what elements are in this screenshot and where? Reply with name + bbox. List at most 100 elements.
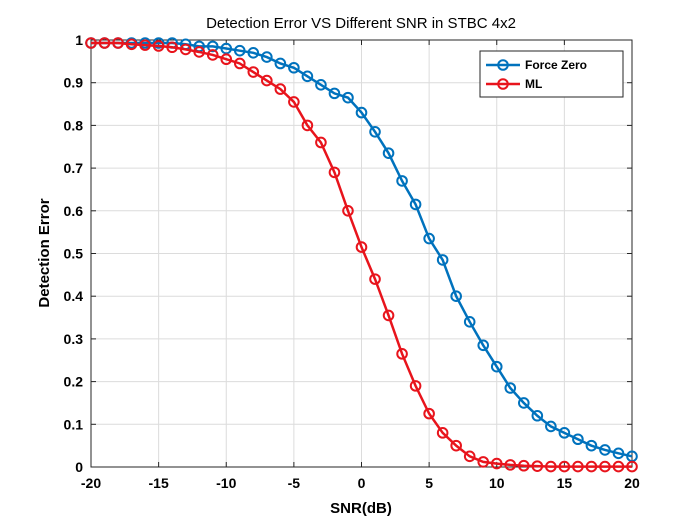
force-zero-data-point bbox=[369, 126, 381, 138]
ml-data-point bbox=[369, 273, 381, 285]
y-tick-label: 0.9 bbox=[64, 75, 84, 91]
force-zero-data-point bbox=[220, 42, 233, 55]
y-tick-label: 0.7 bbox=[64, 160, 84, 176]
ml-data-point bbox=[490, 457, 503, 470]
force-zero-data-point bbox=[355, 106, 368, 119]
force-zero-data-point bbox=[612, 447, 625, 460]
ml-data-point bbox=[261, 74, 273, 87]
ml-data-point bbox=[558, 460, 571, 473]
legend-label-ml: ML bbox=[525, 77, 542, 91]
y-tick-label: 0 bbox=[75, 459, 83, 475]
legend-label-force-zero: Force Zero bbox=[525, 58, 587, 72]
ml-data-point bbox=[328, 166, 341, 179]
force-zero-data-point bbox=[585, 439, 598, 452]
legend-marker-ml bbox=[497, 78, 509, 90]
force-zero-data-point bbox=[382, 147, 395, 159]
ml-data-point bbox=[477, 456, 490, 468]
ml-data-point bbox=[531, 460, 544, 472]
ml-data-point bbox=[125, 38, 138, 51]
ml-data-point bbox=[233, 57, 246, 70]
force-zero-data-point bbox=[558, 427, 571, 439]
ml-data-point bbox=[545, 460, 557, 473]
ml-data-point bbox=[585, 460, 598, 473]
force-zero-data-point bbox=[261, 51, 273, 63]
ml-data-point bbox=[112, 37, 124, 49]
force-zero-data-point bbox=[463, 316, 476, 328]
ml-data-point bbox=[409, 380, 422, 392]
force-zero-data-point bbox=[531, 409, 544, 422]
x-tick-label: 20 bbox=[624, 475, 640, 491]
ml-data-point bbox=[85, 37, 97, 49]
y-tick-label: 0.3 bbox=[64, 331, 84, 347]
ml-data-point bbox=[301, 119, 314, 132]
x-tick-label: 10 bbox=[489, 475, 505, 491]
x-tick-label: -20 bbox=[81, 475, 101, 491]
ml-data-point bbox=[355, 241, 368, 253]
force-zero-data-point bbox=[436, 254, 449, 266]
ml-data-point bbox=[572, 460, 584, 473]
y-tick-label: 0.5 bbox=[64, 246, 84, 262]
force-zero-data-point bbox=[409, 198, 422, 211]
ml-data-point bbox=[463, 450, 476, 463]
force-zero-data-point bbox=[274, 57, 287, 70]
y-tick-label: 0.4 bbox=[64, 288, 84, 304]
ml-data-point bbox=[98, 37, 111, 49]
force-zero-data-point bbox=[450, 290, 462, 303]
force-zero-data-point bbox=[206, 40, 219, 53]
force-zero-data-point bbox=[572, 433, 584, 446]
force-zero-data-point bbox=[518, 397, 530, 409]
force-zero-data-point bbox=[423, 232, 435, 245]
ml-data-point bbox=[288, 96, 300, 108]
ml-data-point bbox=[166, 41, 178, 54]
x-tick-label: 5 bbox=[425, 475, 433, 491]
chart-title: Detection Error VS Different SNR in STBC… bbox=[206, 15, 516, 32]
ml-data-point bbox=[504, 459, 517, 471]
legend-marker-force-zero bbox=[497, 59, 509, 71]
force-zero-data-point bbox=[288, 61, 300, 74]
ml-data-point bbox=[396, 348, 408, 360]
x-tick-label: 15 bbox=[557, 475, 573, 491]
y-tick-label: 1 bbox=[75, 32, 83, 48]
force-zero-data-point bbox=[599, 444, 611, 456]
force-zero-data-point bbox=[315, 79, 327, 91]
force-zero-data-point bbox=[233, 44, 246, 57]
ml-data-point bbox=[436, 427, 449, 439]
x-tick-label: -15 bbox=[149, 475, 169, 491]
x-tick-label: -5 bbox=[288, 475, 301, 491]
ml-data-point bbox=[342, 205, 354, 217]
y-tick-label: 0.1 bbox=[64, 416, 84, 432]
ml-data-point bbox=[450, 439, 462, 452]
force-zero-data-point bbox=[504, 382, 517, 394]
force-zero-data-point bbox=[396, 175, 408, 187]
ml-data-point bbox=[612, 460, 625, 473]
ml-data-point bbox=[599, 460, 611, 473]
y-tick-label: 0.2 bbox=[64, 374, 84, 390]
ml-data-point bbox=[626, 460, 638, 473]
x-tick-label: 0 bbox=[358, 475, 366, 491]
force-zero-data-point bbox=[328, 87, 341, 100]
ml-data-point bbox=[220, 53, 233, 66]
ml-data-point bbox=[247, 66, 260, 78]
y-tick-label: 0.8 bbox=[64, 117, 84, 133]
y-tick-label: 0.6 bbox=[64, 203, 84, 219]
force-zero-data-point bbox=[490, 360, 503, 373]
ml-data-point bbox=[206, 49, 219, 61]
ml-data-point bbox=[315, 136, 327, 149]
force-zero-data-point bbox=[301, 70, 314, 83]
ml-data-point bbox=[193, 46, 205, 58]
x-tick-label: -10 bbox=[216, 475, 236, 491]
x-axis-label: SNR(dB) bbox=[330, 500, 392, 517]
ml-data-point bbox=[423, 407, 435, 420]
ml-data-point bbox=[179, 43, 192, 56]
ml-data-point bbox=[139, 39, 151, 51]
ml-data-point bbox=[152, 40, 165, 52]
force-zero-data-point bbox=[545, 420, 557, 433]
ml-data-point bbox=[274, 83, 287, 95]
force-zero-data-point bbox=[247, 47, 260, 59]
ml-data-point bbox=[382, 309, 395, 322]
force-zero-data-point bbox=[342, 91, 354, 104]
y-axis-label: Detection Error bbox=[36, 198, 53, 307]
ml-data-point bbox=[518, 459, 530, 472]
plot-area: -20 -15 -10 -5 0 5 10 15 20 0 0.1 0.2 0.3 0.4 0.5 0.6 0.… bbox=[64, 32, 640, 491]
